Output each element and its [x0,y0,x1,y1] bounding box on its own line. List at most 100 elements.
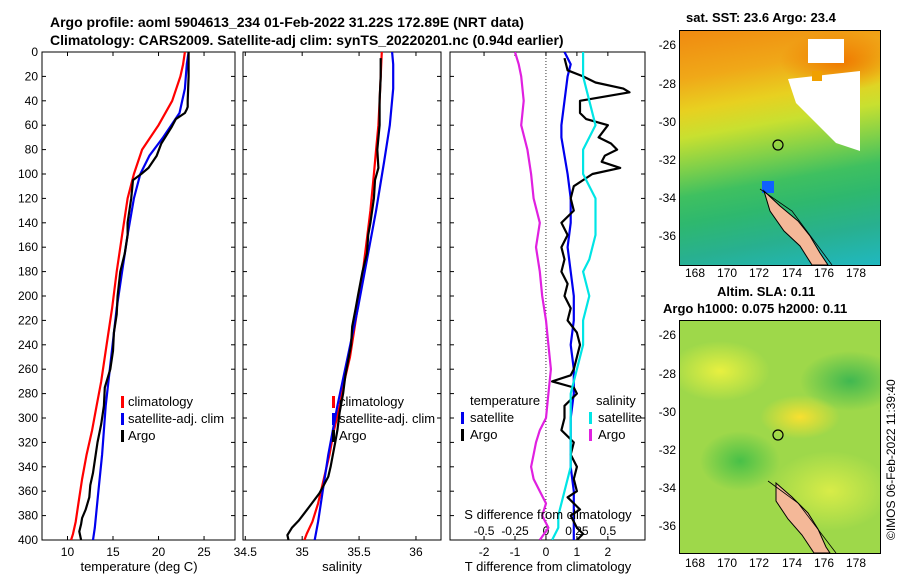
y-tick-label: 300 [18,411,38,425]
difference-legend-temperature: temperature satellite Argo [461,393,540,442]
sla-ytick: -34 [658,481,676,495]
series-line-satellite-adj-clim [313,52,395,540]
imos-credit: ©IMOS 06-Feb-2022 11:39:40 [884,379,898,540]
y-tick-label: 340 [18,460,38,474]
sst-xticks: 168 170 172 174 176 178 [679,266,879,282]
sla-ytick: -32 [658,443,676,457]
sst-xtick: 170 [717,266,738,280]
legend-swatch-climatology [332,396,335,408]
sla-map [679,320,881,554]
y-tick-label: 80 [25,143,39,157]
series-line-argo [78,52,190,540]
y-tick-label: 400 [18,533,38,547]
sla-yticks: -26 -28 -30 -32 -34 -36 [652,320,678,552]
y-tick-label: 40 [25,94,39,108]
y-tick-label: 220 [18,313,38,327]
s-tick-label: -0.5 [474,524,495,538]
sst-ytick: -36 [658,229,676,243]
legend-label-argo: Argo [339,428,366,443]
x-tick-label: 0 [543,545,550,559]
temperature-panel: 0 20 40 60 80 100 120 140 160 180 200 220 240 260 280 3… [18,45,236,559]
legend-label-t-satellite: satellite [470,410,514,425]
legend-label-satellite: satellite-adj. clim [128,411,224,426]
sla-map-title-line2: Argo h1000: 0.075 h2000: 0.11 [663,301,848,316]
series-line-argo [286,58,382,540]
new-zealand-land [775,481,831,553]
plot-frame [242,51,442,541]
plot-frame [449,51,646,541]
s-tick-label: 0.5 [600,524,617,538]
legend-label-s-argo: Argo [598,427,625,442]
sst-ytick: -30 [658,115,676,129]
x-tick-label: -1 [510,545,521,559]
sst-xtick: 178 [846,266,867,280]
y-tick-label: 380 [18,509,38,523]
y-tick-label: 0 [31,45,38,59]
sla-ytick: -36 [658,519,676,533]
salinity-xlabel: salinity [322,559,362,574]
sst-ytick: -34 [658,191,676,205]
sst-xtick: 168 [685,266,706,280]
difference-xlabel-top: S difference from climatology [464,507,632,522]
sla-xtick: 172 [749,556,770,570]
series-line-climatology [70,52,186,540]
difference-xlabel: T difference from climatology [465,559,632,574]
sst-warm-patch [812,71,822,81]
legend-swatch-t-satellite [461,412,464,424]
y-tick-label: 260 [18,362,38,376]
legend-swatch-satellite [332,413,335,425]
y-tick-label: 240 [18,338,38,352]
legend-label-s-satellite: satellite [598,410,642,425]
x-tick-label: 1 [574,545,581,559]
series-line-t-satellite [560,52,575,540]
series-line-t-argo [550,57,631,540]
sst-map-overlay [759,139,833,265]
sst-xtick: 176 [814,266,835,280]
x-tick-label: 2 [605,545,612,559]
new-zealand-land [762,189,829,265]
series-line-s-argo [513,52,553,540]
sla-ytick: -28 [658,367,676,381]
s-tick-label: -0.25 [501,524,529,538]
sst-cold-patch [762,181,774,193]
legend-title-temperature: temperature [470,393,540,408]
temperature-legend: climatology satellite-adj. clim Argo [121,394,224,443]
sst-map [679,30,881,266]
x-tick-label: 35 [295,545,309,559]
sst-ytick: -28 [658,77,676,91]
y-tick-label: 100 [18,167,38,181]
legend-swatch-argo [332,430,335,442]
y-tick-label: 160 [18,240,38,254]
sla-xtick: 178 [846,556,867,570]
legend-label-climatology: climatology [339,394,405,409]
temperature-xlabel: temperature (deg C) [80,559,197,574]
y-tick-label: 140 [18,216,38,230]
y-tick-label: 180 [18,265,38,279]
x-tick-label: 10 [61,545,75,559]
y-tick-label: 200 [18,289,38,303]
series-line-climatology [303,52,383,540]
legend-swatch-s-argo [589,429,592,441]
plot-frame [41,51,236,541]
x-tick-label: 36 [409,545,423,559]
salinity-legend: climatology satellite-adj. clim Argo [332,394,435,443]
sla-xtick: 176 [814,556,835,570]
coastline-contour [767,480,837,553]
legend-swatch-argo [121,430,124,442]
coastline-contour [759,188,833,265]
series-line-s-satellite [551,52,597,540]
difference-legend-salinity: salinity satellite Argo [589,393,642,442]
legend-title-salinity: salinity [596,393,636,408]
series-line-satellite-adj-clim [91,52,190,540]
sla-xtick: 168 [685,556,706,570]
y-tick-label: 20 [25,69,39,83]
x-tick-label: 25 [197,545,211,559]
legend-label-climatology: climatology [128,394,194,409]
y-tick-label: 60 [25,118,39,132]
x-tick-label: -2 [479,545,490,559]
y-tick-label: 320 [18,435,38,449]
figure-title-line2: Climatology: CARS2009. Satellite-adj cli… [50,32,564,48]
sla-ytick: -30 [658,405,676,419]
x-tick-label: 35.5 [347,545,371,559]
